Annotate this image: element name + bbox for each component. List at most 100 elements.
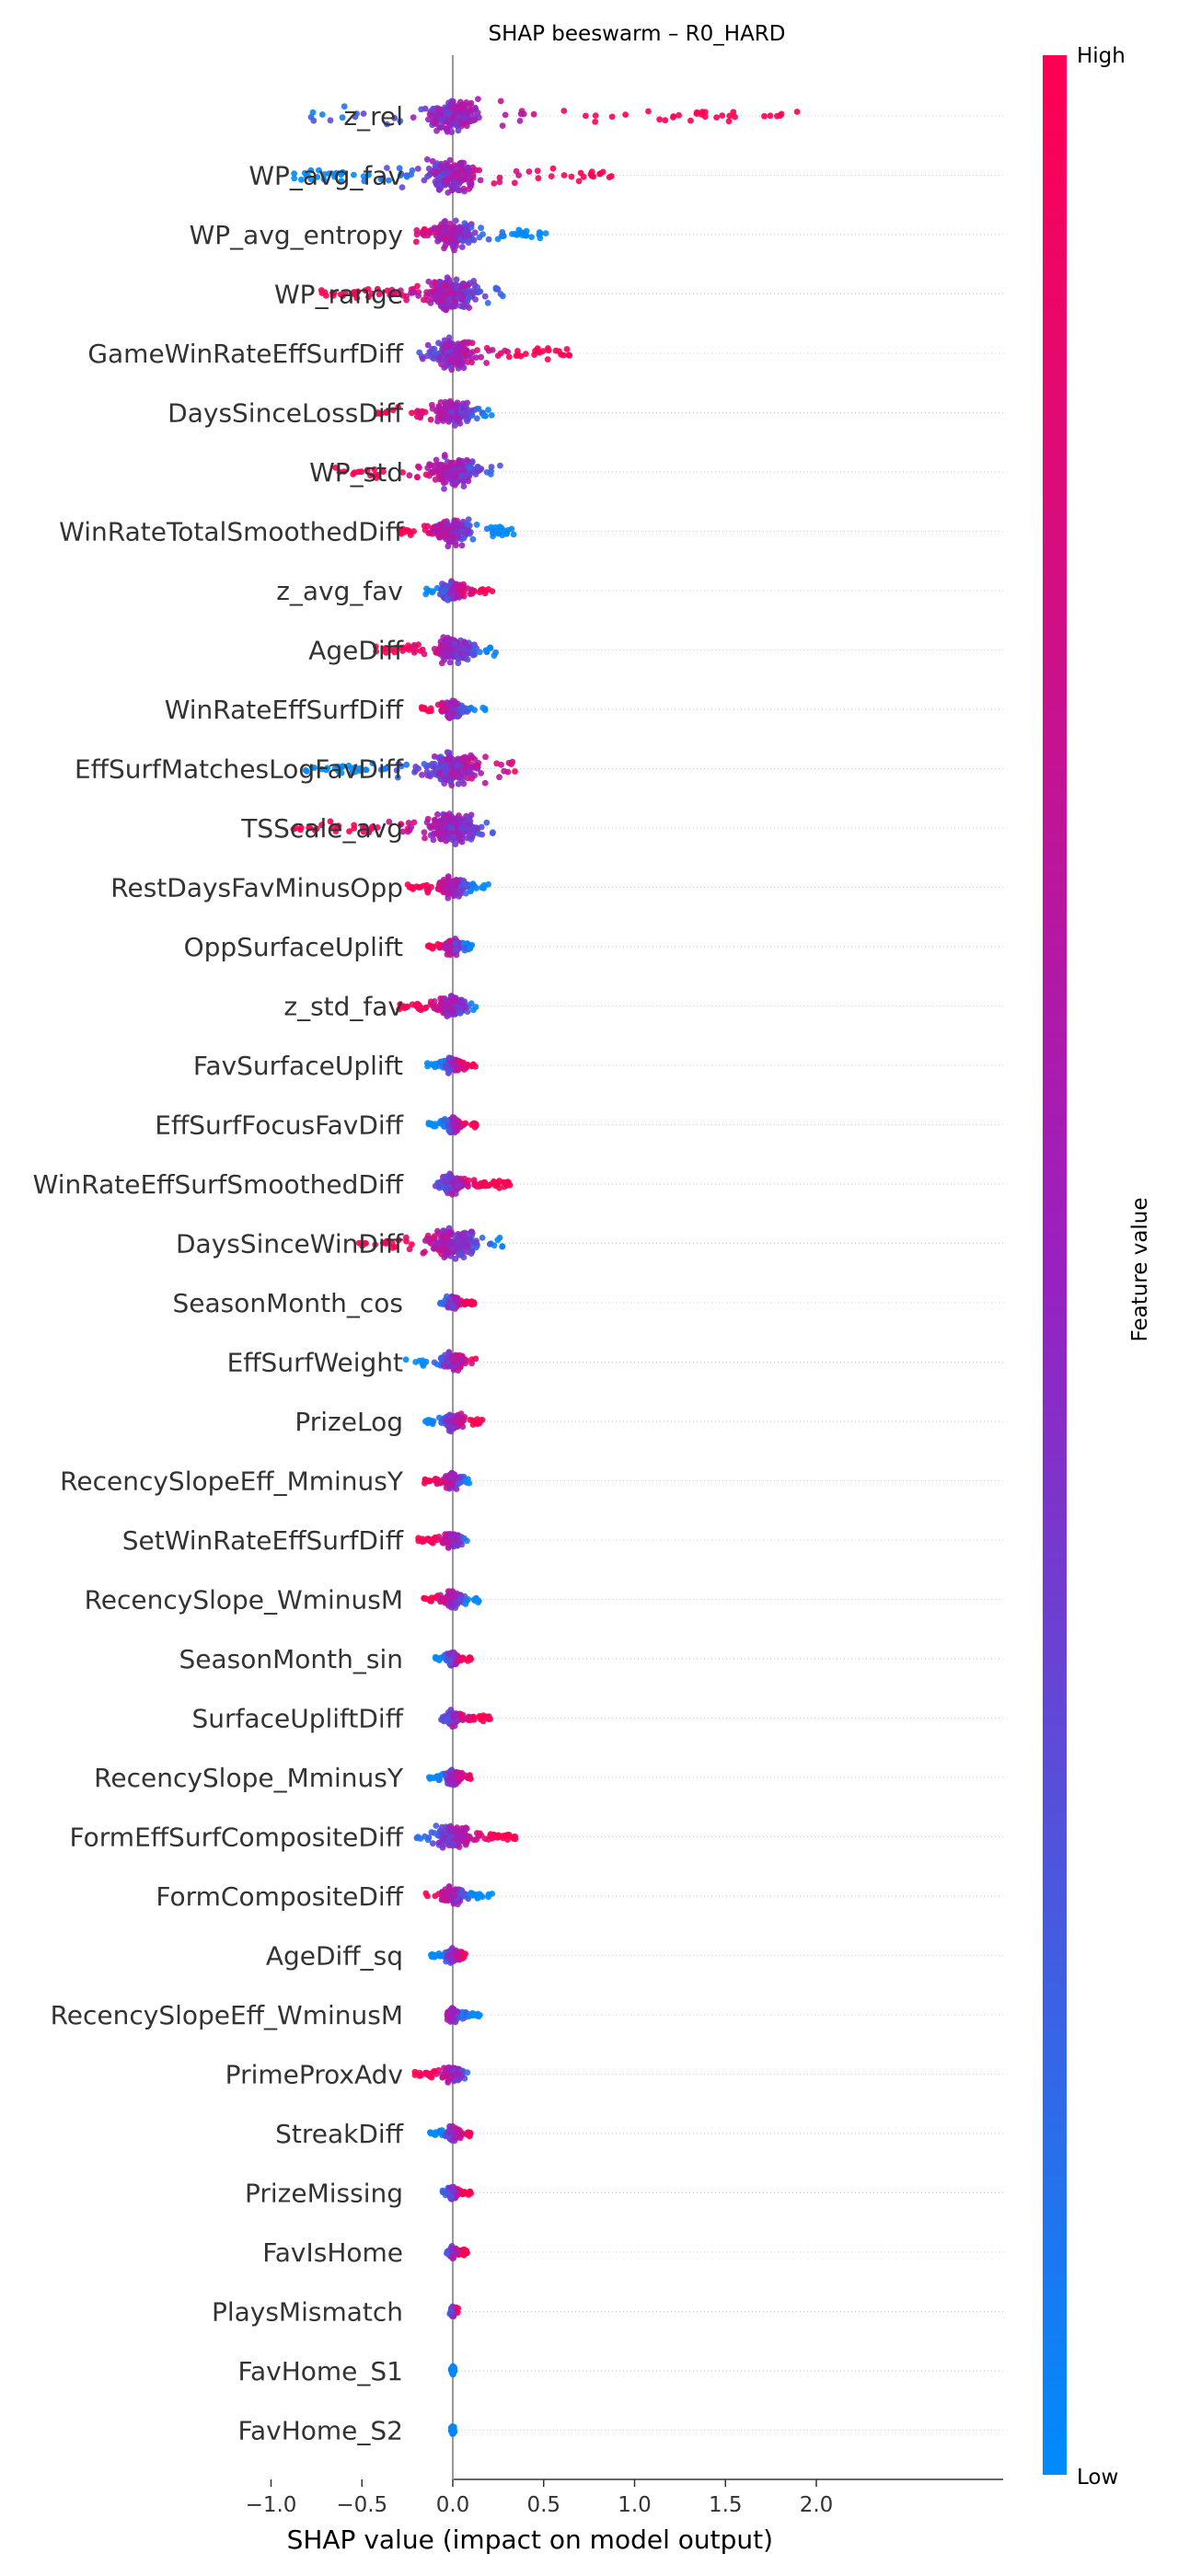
shap-point (461, 753, 468, 761)
shap-point (508, 525, 515, 533)
shap-point (446, 1185, 454, 1192)
shap-point (456, 106, 464, 113)
shap-point (458, 838, 466, 845)
shap-point (452, 1599, 458, 1606)
shap-point (458, 159, 465, 167)
shap-point (597, 170, 604, 178)
shap-point (429, 468, 436, 476)
shap-point (441, 245, 447, 252)
shap-point (435, 339, 442, 347)
shap-point (460, 478, 467, 485)
shap-point (491, 180, 498, 187)
shap-point (433, 169, 440, 177)
shap-point (424, 173, 431, 180)
shap-point (453, 951, 460, 959)
shap-point (403, 1237, 410, 1245)
shap-point (488, 464, 495, 470)
shap-point (437, 835, 444, 843)
shap-point (445, 891, 451, 898)
shap-point (321, 171, 329, 178)
shap-point (462, 890, 469, 897)
shap-point (467, 945, 474, 951)
shap-point (468, 752, 474, 759)
shap-point (713, 114, 720, 121)
shap-point (459, 646, 467, 653)
shap-point (463, 109, 469, 117)
shap-point (468, 224, 475, 231)
shap-point (453, 651, 459, 659)
shap-point (687, 117, 694, 124)
shap-point (530, 110, 537, 118)
shap-point (408, 171, 414, 178)
shap-point (434, 811, 441, 818)
shap-point (452, 1127, 459, 1134)
shap-point (417, 413, 424, 420)
shap-point (447, 778, 455, 786)
shap-point (490, 529, 496, 536)
shap-point (445, 1240, 453, 1247)
shap-point (774, 112, 780, 120)
shap-point (575, 178, 583, 185)
shap-point (448, 770, 456, 777)
shap-point (496, 1184, 502, 1191)
shap-point (427, 832, 434, 839)
chart-title: SHAP beeswarm – R0_HARD (488, 22, 785, 46)
shap-point (461, 1535, 468, 1542)
shap-point (488, 523, 494, 531)
shap-point (318, 111, 326, 118)
shap-point (460, 114, 468, 121)
shap-point (592, 112, 599, 119)
shap-point (309, 109, 317, 116)
shap-point (434, 418, 441, 425)
shap-point (341, 103, 348, 110)
shap-point (475, 96, 481, 102)
shap-point (473, 521, 480, 528)
shap-point (458, 996, 465, 1004)
shap-point (340, 168, 346, 176)
shap-point (481, 293, 489, 300)
shap-point (496, 774, 502, 781)
shap-point (410, 289, 417, 296)
shap-point (444, 1357, 450, 1364)
shap-point (499, 229, 506, 236)
shap-point (456, 303, 464, 309)
shap-point (563, 346, 571, 352)
shap-point (494, 1236, 502, 1244)
shap-point (608, 113, 616, 121)
shap-point (361, 178, 368, 185)
shap-point (410, 650, 418, 656)
gridlines (454, 115, 1003, 2431)
shap-point (431, 224, 438, 232)
shap-point (549, 165, 557, 172)
shap-point (450, 114, 457, 121)
shap-point (403, 296, 410, 304)
shap-point (402, 1356, 410, 1363)
shap-point (560, 172, 568, 178)
shap-point (451, 1359, 458, 1365)
shap-point (477, 177, 484, 184)
shap-point (432, 163, 439, 169)
shap-point (410, 114, 417, 121)
shap-point (478, 224, 484, 232)
shap-point (767, 112, 774, 120)
shap-point (375, 291, 383, 298)
shap-point (441, 337, 448, 344)
shap-point (446, 1531, 454, 1537)
shap-point (474, 109, 481, 116)
shap-point (397, 118, 404, 125)
shap-point (427, 1597, 433, 1604)
shap-point (719, 112, 726, 119)
shap-point (450, 466, 457, 473)
shap-point (443, 464, 449, 471)
shap-point (421, 761, 428, 767)
shap-point (457, 178, 465, 184)
shap-point (403, 761, 410, 768)
shap-point (481, 590, 489, 597)
shap-point (458, 1352, 466, 1360)
shap-point (434, 647, 441, 654)
shap-point (525, 168, 533, 175)
shap-point (445, 1545, 452, 1551)
shap-point (512, 768, 518, 775)
shap-point (558, 351, 564, 358)
